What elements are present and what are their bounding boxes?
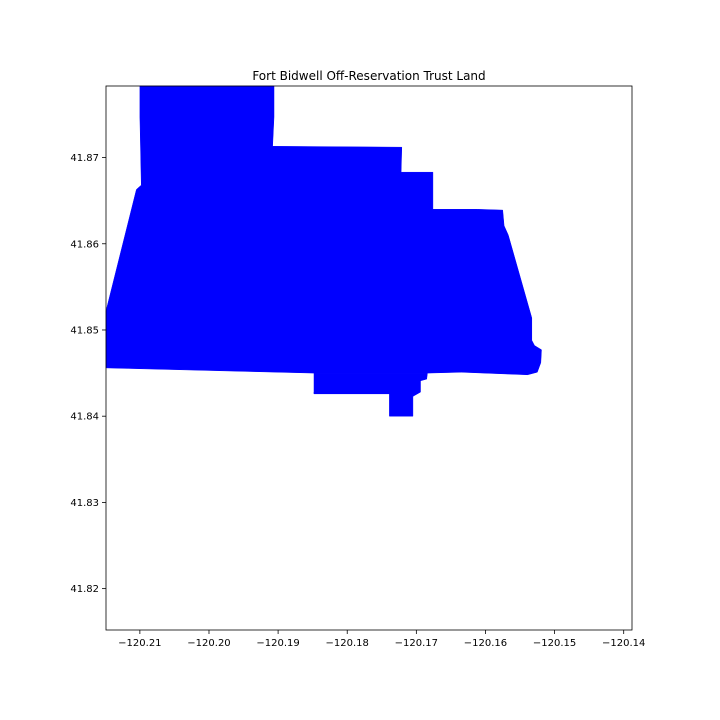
plot-frame [105,85,633,631]
y-tick-label: 41.82 [70,584,99,595]
y-tick-label: 41.83 [70,498,99,509]
trust-land-polygons [105,85,542,417]
y-tick-label: 41.87 [70,153,99,164]
x-tick-label: −120.17 [395,638,438,649]
x-tick-label: −120.19 [256,638,299,649]
trust-land-parcel-1 [105,85,542,376]
y-tick-label: 41.86 [70,239,99,250]
y-tick-label: 41.84 [70,412,99,423]
x-tick-label: −120.18 [326,638,369,649]
x-tick-label: −120.14 [602,638,645,649]
x-tick-label: −120.15 [533,638,576,649]
chart-title: Fort Bidwell Off-Reservation Trust Land [252,69,485,83]
trust-land-parcel-3 [313,391,414,417]
y-tick-label: 41.85 [70,325,99,336]
x-axis: −120.21 −120.20 −120.19 −120.18 −120.17 −120.… [118,630,645,649]
y-axis: 41.82 41.83 41.84 41.85 41.86 41.87 [70,153,106,595]
x-tick-label: −120.21 [118,638,161,649]
x-tick-label: −120.16 [464,638,507,649]
x-tick-label: −120.20 [187,638,230,649]
